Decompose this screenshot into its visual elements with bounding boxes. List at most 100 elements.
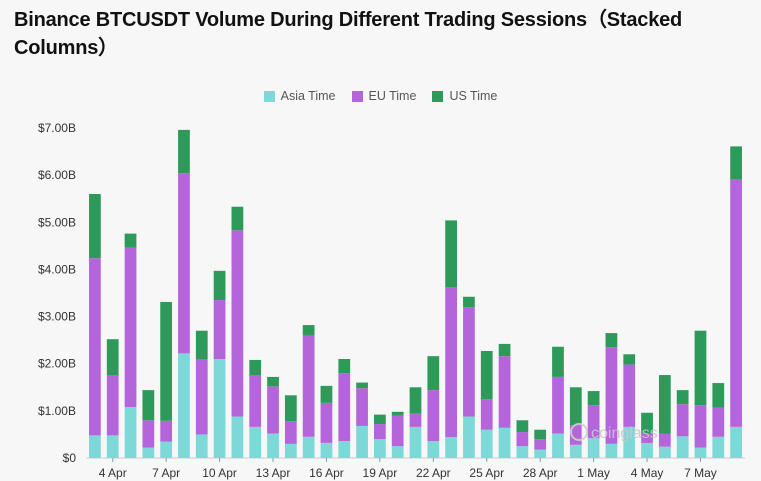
bar-segment[interactable] <box>320 385 333 403</box>
bar-segment[interactable] <box>284 421 297 444</box>
bar-segment[interactable] <box>641 442 653 458</box>
bar-segment[interactable] <box>391 446 404 458</box>
bar-segment[interactable] <box>587 405 600 439</box>
bar-segment[interactable] <box>552 433 564 458</box>
legend-item-asia[interactable]: Asia Time <box>263 89 336 103</box>
bar-segment[interactable] <box>338 441 351 458</box>
bar-segment[interactable] <box>320 402 333 443</box>
bar-segment[interactable] <box>498 427 511 458</box>
bar-segment[interactable] <box>605 443 618 458</box>
bar-segment[interactable] <box>516 446 529 458</box>
bar-segment[interactable] <box>427 441 440 458</box>
bar-segment[interactable] <box>284 395 297 422</box>
bar-segment[interactable] <box>320 442 333 458</box>
bar-segment[interactable] <box>605 333 618 348</box>
bar-segment[interactable] <box>160 441 173 459</box>
bar-segment[interactable] <box>231 416 244 458</box>
bar-segment[interactable] <box>569 387 582 425</box>
bar-segment[interactable] <box>516 432 529 447</box>
bar-segment[interactable] <box>249 359 262 376</box>
bar-segment[interactable] <box>106 435 119 458</box>
bar-segment[interactable] <box>267 376 279 387</box>
bar-segment[interactable] <box>106 375 119 436</box>
bar-segment[interactable] <box>142 390 155 421</box>
bar-segment[interactable] <box>552 346 564 377</box>
bar-segment[interactable] <box>498 356 511 428</box>
bar-segment[interactable] <box>231 230 244 417</box>
bar-segment[interactable] <box>641 412 653 434</box>
bar-segment[interactable] <box>587 391 600 406</box>
bar-segment[interactable] <box>445 287 457 438</box>
bar-segment[interactable] <box>534 429 547 440</box>
bar-segment[interactable] <box>302 335 315 437</box>
bar-segment[interactable] <box>213 270 226 301</box>
bar-segment[interactable] <box>463 296 475 308</box>
bar-segment[interactable] <box>427 390 440 442</box>
bar-segment[interactable] <box>213 300 226 359</box>
bar-segment[interactable] <box>498 343 511 357</box>
bar-segment[interactable] <box>409 413 422 427</box>
bar-segment[interactable] <box>409 387 422 414</box>
bar-segment[interactable] <box>231 206 244 231</box>
bar-segment[interactable] <box>302 436 315 458</box>
bar-segment[interactable] <box>356 425 368 458</box>
legend-item-us[interactable]: US Time <box>432 89 497 103</box>
bar-segment[interactable] <box>534 449 547 458</box>
bar-segment[interactable] <box>623 426 636 458</box>
bar-segment[interactable] <box>694 330 707 406</box>
bar-segment[interactable] <box>338 359 351 374</box>
bar-segment[interactable] <box>641 433 653 443</box>
bar-segment[interactable] <box>106 339 119 376</box>
bar-segment[interactable] <box>480 350 493 400</box>
legend-item-eu[interactable]: EU Time <box>351 89 416 103</box>
bar-segment[interactable] <box>730 426 742 458</box>
bar-segment[interactable] <box>712 407 725 437</box>
bar-segment[interactable] <box>267 433 279 458</box>
bar-segment[interactable] <box>623 364 636 427</box>
bar-segment[interactable] <box>178 173 190 354</box>
bar-segment[interactable] <box>374 439 386 458</box>
bar-segment[interactable] <box>160 420 173 442</box>
bar-segment[interactable] <box>142 447 155 458</box>
bar-segment[interactable] <box>213 359 226 458</box>
bar-segment[interactable] <box>552 376 564 434</box>
bar-segment[interactable] <box>569 425 582 445</box>
bar-segment[interactable] <box>480 429 493 458</box>
bar-segment[interactable] <box>124 247 137 408</box>
bar-segment[interactable] <box>338 373 351 442</box>
bar-segment[interactable] <box>124 233 137 248</box>
bar-segment[interactable] <box>730 179 742 427</box>
bar-segment[interactable] <box>374 424 386 440</box>
bar-segment[interactable] <box>676 404 689 437</box>
bar-segment[interactable] <box>445 220 457 288</box>
bar-segment[interactable] <box>302 325 315 336</box>
bar-segment[interactable] <box>178 129 190 174</box>
bar-segment[interactable] <box>356 388 368 426</box>
bar-segment[interactable] <box>160 301 173 421</box>
bar-segment[interactable] <box>534 439 547 450</box>
bar-segment[interactable] <box>195 359 208 435</box>
bar-segment[interactable] <box>445 437 457 458</box>
bar-segment[interactable] <box>249 375 262 427</box>
bar-segment[interactable] <box>658 433 671 447</box>
bar-segment[interactable] <box>391 411 404 416</box>
bar-segment[interactable] <box>89 194 101 259</box>
bar-segment[interactable] <box>195 434 208 458</box>
bar-segment[interactable] <box>463 416 475 458</box>
bar-segment[interactable] <box>694 405 707 448</box>
bar-segment[interactable] <box>694 447 707 458</box>
bar-segment[interactable] <box>676 436 689 458</box>
bar-segment[interactable] <box>730 146 742 180</box>
bar-segment[interactable] <box>712 383 725 408</box>
bar-segment[interactable] <box>89 435 101 458</box>
bar-segment[interactable] <box>89 258 101 436</box>
bar-segment[interactable] <box>284 443 297 458</box>
bar-segment[interactable] <box>658 446 671 458</box>
bar-segment[interactable] <box>658 375 671 434</box>
bar-segment[interactable] <box>480 399 493 430</box>
bar-segment[interactable] <box>463 307 475 417</box>
bar-segment[interactable] <box>712 436 725 458</box>
bar-segment[interactable] <box>569 444 582 458</box>
bar-segment[interactable] <box>142 420 155 448</box>
bar-segment[interactable] <box>356 382 368 389</box>
